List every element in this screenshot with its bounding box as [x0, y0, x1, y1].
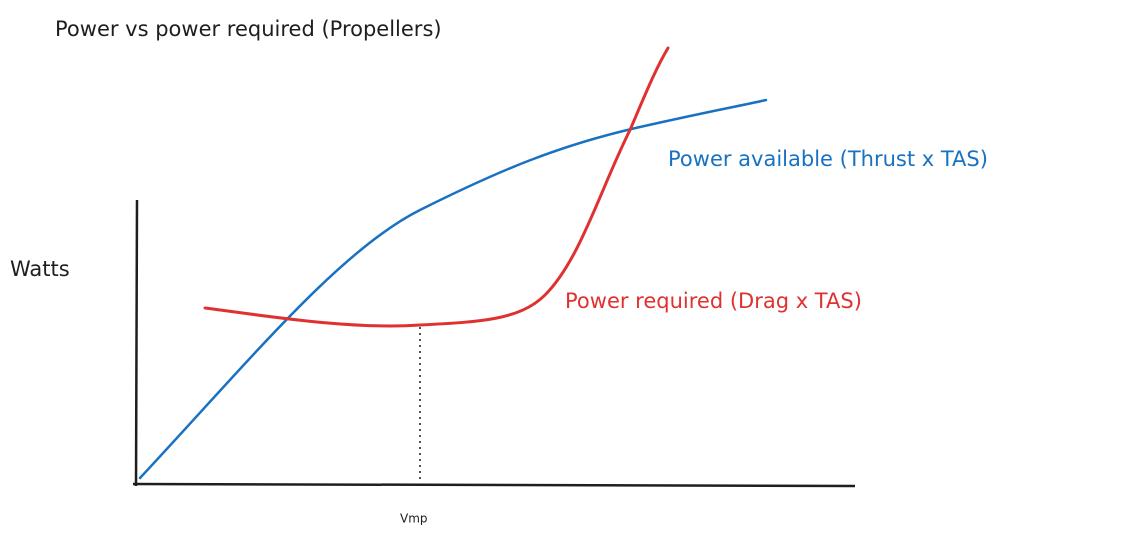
- y-axis-label: Watts: [10, 257, 70, 281]
- power-required-label: Power required (Drag x TAS): [565, 289, 862, 313]
- power-available-label: Power available (Thrust x TAS): [668, 147, 988, 171]
- x-marker-label: Vmp: [400, 512, 428, 526]
- power-required-curve: [203, 46, 670, 328]
- x-axis: [132, 482, 856, 488]
- power-available-curve: [138, 98, 768, 480]
- title: Power vs power required (Propellers): [55, 17, 442, 41]
- y-axis: [134, 199, 139, 487]
